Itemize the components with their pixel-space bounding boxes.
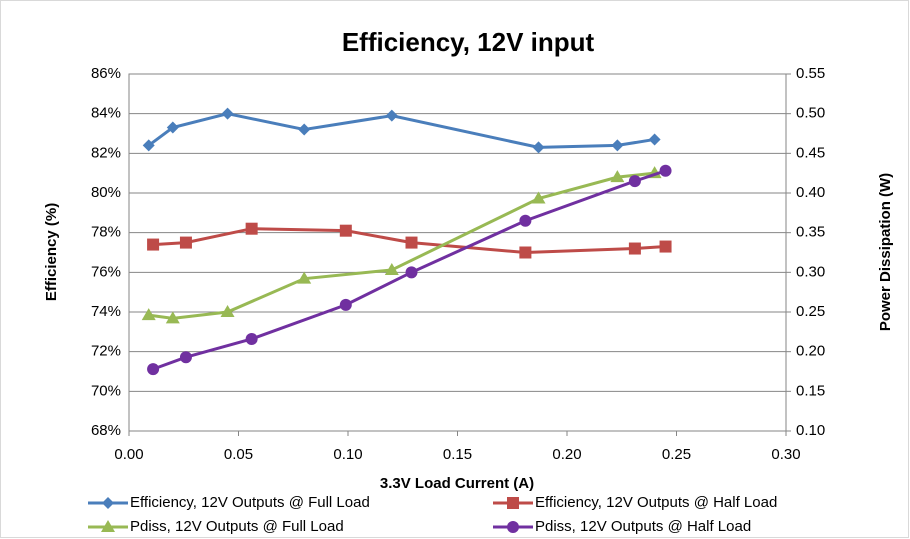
data-point	[405, 266, 418, 279]
chart-title: Efficiency, 12V input	[342, 27, 595, 57]
plot-border	[128, 73, 787, 432]
y-tick-label: 84%	[91, 105, 121, 122]
y2-tick-label: 0.15	[796, 382, 825, 399]
data-point	[531, 191, 546, 204]
y-tick-label: 76%	[91, 263, 121, 280]
data-point	[166, 121, 179, 134]
y-tick-label: 72%	[91, 343, 121, 360]
legend-marker	[507, 521, 519, 533]
data-point	[659, 164, 672, 177]
y2-tick-label: 0.45	[796, 144, 825, 161]
data-point	[628, 175, 641, 188]
x-tick-label: 0.10	[333, 446, 362, 463]
data-point	[179, 351, 192, 364]
y2-tick-label: 0.50	[796, 105, 825, 122]
y-tick-label: 74%	[91, 303, 121, 320]
y2-tick-label: 0.30	[796, 263, 825, 280]
x-tick-label: 0.20	[552, 446, 581, 463]
y2-tick-label: 0.55	[796, 65, 825, 82]
data-point	[384, 262, 399, 275]
data-point	[179, 236, 192, 249]
x-tick-label: 0.05	[224, 446, 253, 463]
series-line	[148, 171, 655, 320]
data-point	[648, 133, 661, 146]
legend-marker	[101, 520, 115, 532]
y-tick-label: 86%	[91, 65, 121, 82]
y-tick-label: 68%	[91, 422, 121, 439]
series-line	[152, 169, 667, 371]
data-point	[610, 170, 625, 183]
x-tick-label: 0.15	[443, 446, 472, 463]
data-point	[385, 109, 398, 122]
y2-tick-label: 0.40	[796, 184, 825, 201]
data-point	[220, 305, 235, 317]
y-tick-label: 70%	[91, 382, 121, 399]
data-point	[165, 311, 180, 324]
legend-marker	[507, 497, 519, 509]
data-point	[298, 123, 311, 136]
legend-label: Efficiency, 12V Outputs @ Full Load	[130, 494, 370, 511]
series-line	[147, 112, 655, 149]
y2-tick-label: 0.20	[796, 343, 825, 360]
y-axis-title: Efficiency (%)	[43, 203, 60, 301]
x-tick-label: 0.30	[771, 446, 800, 463]
data-point	[339, 298, 352, 311]
y2-tick-label: 0.25	[796, 303, 825, 320]
y2-tick-label: 0.10	[796, 422, 825, 439]
data-point	[519, 214, 532, 227]
x-tick-label: 0.25	[662, 446, 691, 463]
legend-label: Pdiss, 12V Outputs @ Half Load	[535, 518, 751, 535]
data-point	[628, 242, 641, 255]
data-point	[519, 246, 532, 259]
legend-marker	[102, 497, 114, 509]
data-point	[141, 308, 156, 321]
data-point	[147, 238, 160, 251]
data-point	[405, 236, 418, 249]
x-axis-title: 3.3V Load Current (A)	[380, 475, 534, 492]
y2-tick-label: 0.35	[796, 224, 825, 241]
legend-label: Efficiency, 12V Outputs @ Half Load	[535, 494, 777, 511]
y-tick-label: 80%	[91, 184, 121, 201]
data-point	[221, 107, 234, 120]
x-tick-label: 0.00	[114, 446, 143, 463]
y-tick-label: 82%	[91, 144, 121, 161]
data-point	[659, 240, 672, 253]
y2-axis-title: Power Dissipation (W)	[877, 173, 894, 331]
data-point	[245, 222, 258, 235]
data-point	[611, 139, 624, 152]
legend-label: Pdiss, 12V Outputs @ Full Load	[130, 518, 344, 535]
data-point	[297, 271, 312, 284]
data-point	[339, 224, 352, 237]
data-point	[142, 139, 155, 152]
data-point	[147, 363, 160, 376]
y-tick-label: 78%	[91, 224, 121, 241]
data-point	[532, 141, 545, 154]
series-line	[152, 227, 666, 255]
data-point	[245, 332, 258, 345]
